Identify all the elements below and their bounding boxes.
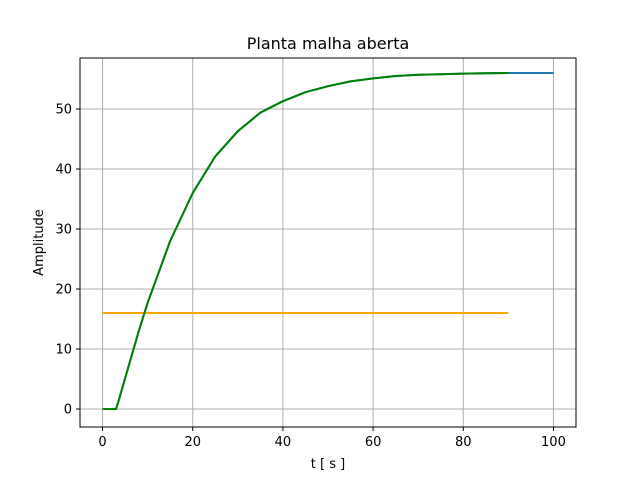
y-axis-label: Amplitude bbox=[32, 209, 47, 276]
y-tick-label: 30 bbox=[55, 223, 72, 238]
series-layer bbox=[102, 72, 554, 410]
y-tick-label: 50 bbox=[55, 103, 72, 118]
series-line-3 bbox=[102, 72, 509, 410]
x-tick-label: 20 bbox=[184, 435, 201, 450]
y-tick-label: 10 bbox=[55, 343, 72, 358]
ticks: 0 20 40 60 80 100 0 10 20 30 40 50 bbox=[55, 103, 565, 451]
x-axis-label: t [ s ] bbox=[311, 457, 345, 472]
grid bbox=[80, 58, 576, 427]
x-tick-label: 0 bbox=[98, 435, 106, 450]
x-tick-label: 60 bbox=[365, 435, 382, 450]
chart-title: Planta malha aberta bbox=[247, 34, 410, 53]
x-tick-label: 100 bbox=[541, 435, 566, 450]
y-tick-label: 0 bbox=[64, 403, 72, 418]
y-tick-label: 40 bbox=[55, 163, 72, 178]
x-tick-label: 80 bbox=[455, 435, 472, 450]
y-tick-label: 20 bbox=[55, 283, 72, 298]
x-tick-label: 40 bbox=[275, 435, 292, 450]
plot-frame bbox=[79, 57, 577, 428]
